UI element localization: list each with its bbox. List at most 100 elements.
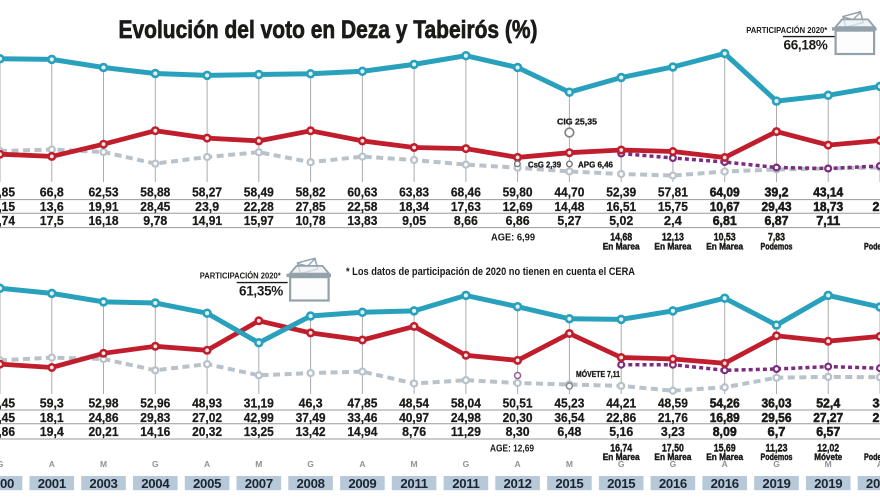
- svg-text:21,4: 21,4: [873, 199, 880, 214]
- svg-text:13,25: 13,25: [244, 424, 274, 439]
- svg-text:24,86: 24,86: [89, 410, 119, 425]
- svg-text:2004: 2004: [141, 476, 170, 491]
- svg-text:66,8: 66,8: [40, 185, 64, 200]
- svg-text:5,16: 5,16: [609, 424, 633, 439]
- svg-text:21,9: 21,9: [873, 410, 880, 425]
- svg-text:2016: 2016: [711, 476, 739, 491]
- svg-text:52,4: 52,4: [816, 395, 841, 410]
- svg-text:6,7: 6,7: [768, 424, 786, 439]
- svg-text:3,23: 3,23: [661, 424, 685, 439]
- svg-text:2008: 2008: [297, 476, 325, 491]
- svg-text:22,28: 22,28: [244, 199, 274, 214]
- svg-text:58,88: 58,88: [140, 185, 170, 200]
- svg-text:9,78: 9,78: [143, 213, 167, 228]
- svg-text:22,58: 22,58: [347, 199, 377, 214]
- svg-text:M: M: [255, 459, 262, 469]
- svg-text:47,85: 47,85: [347, 395, 377, 410]
- svg-text:2000: 2000: [0, 476, 14, 491]
- svg-text:2019: 2019: [814, 476, 842, 491]
- svg-text:5,27: 5,27: [557, 213, 581, 228]
- svg-text:18,73: 18,73: [813, 199, 843, 214]
- svg-text:8,76: 8,76: [402, 424, 426, 439]
- svg-text:18,1: 18,1: [40, 410, 64, 425]
- svg-text:2015: 2015: [607, 476, 635, 491]
- svg-text:6,48: 6,48: [557, 424, 581, 439]
- svg-text:62,53: 62,53: [89, 185, 119, 200]
- svg-text:44,70: 44,70: [554, 185, 584, 200]
- svg-text:Podemos: Podemos: [761, 242, 793, 252]
- svg-text:60,63: 60,63: [347, 185, 377, 200]
- svg-text:16,51: 16,51: [606, 199, 636, 214]
- svg-text:Podemos: Podemos: [864, 242, 880, 252]
- svg-text:29,83: 29,83: [140, 410, 170, 425]
- svg-text:17,5: 17,5: [40, 213, 64, 228]
- svg-text:67,85: 67,85: [0, 185, 15, 200]
- svg-text:G: G: [307, 459, 314, 469]
- svg-text:58,04: 58,04: [451, 395, 482, 410]
- svg-text:6,86: 6,86: [506, 213, 530, 228]
- svg-text:44,21: 44,21: [606, 395, 636, 410]
- svg-text:13,6: 13,6: [40, 199, 64, 214]
- svg-text:2016: 2016: [659, 476, 687, 491]
- svg-text:2011: 2011: [452, 476, 479, 491]
- svg-text:14,48: 14,48: [554, 199, 584, 214]
- svg-text:43,14: 43,14: [813, 185, 844, 200]
- svg-text:48,54: 48,54: [399, 395, 430, 410]
- svg-text:16,15: 16,15: [0, 199, 15, 214]
- svg-text:2001: 2001: [38, 476, 66, 491]
- svg-text:12,69: 12,69: [503, 199, 533, 214]
- svg-text:15,97: 15,97: [244, 213, 274, 228]
- svg-text:M: M: [411, 459, 418, 469]
- svg-text:20,32: 20,32: [192, 424, 222, 439]
- svg-text:14,91: 14,91: [192, 213, 222, 228]
- svg-text:36,03: 36,03: [762, 395, 792, 410]
- svg-text:CIG 25,35: CIG 25,35: [557, 117, 597, 127]
- svg-text:48,59: 48,59: [658, 395, 688, 410]
- svg-text:24,98: 24,98: [451, 410, 481, 425]
- svg-text:2015: 2015: [555, 476, 583, 491]
- svg-text:A: A: [515, 459, 521, 469]
- svg-text:G: G: [618, 459, 625, 469]
- svg-text:M: M: [825, 459, 832, 469]
- svg-text:14,16: 14,16: [140, 424, 170, 439]
- svg-text:13,83: 13,83: [347, 213, 377, 228]
- svg-text:27,27: 27,27: [813, 410, 843, 425]
- svg-text:17,63: 17,63: [451, 199, 481, 214]
- svg-text:2009: 2009: [348, 476, 376, 491]
- svg-text:29,56: 29,56: [762, 410, 792, 425]
- svg-text:63,83: 63,83: [399, 185, 429, 200]
- svg-text:19,45: 19,45: [0, 410, 15, 425]
- svg-text:A: A: [49, 459, 55, 469]
- svg-text:CsG 2,39: CsG 2,39: [528, 161, 562, 170]
- svg-text:48,93: 48,93: [192, 395, 222, 410]
- svg-text:15,75: 15,75: [658, 199, 688, 214]
- svg-text:En Marea: En Marea: [654, 242, 691, 252]
- svg-text:60,45: 60,45: [0, 395, 15, 410]
- svg-text:20,30: 20,30: [503, 410, 533, 425]
- svg-text:6,87: 6,87: [765, 213, 789, 228]
- svg-text:6,57: 6,57: [816, 424, 840, 439]
- svg-text:A: A: [359, 459, 365, 469]
- svg-text:57,81: 57,81: [658, 185, 688, 200]
- svg-text:2003: 2003: [89, 476, 117, 491]
- svg-text:28,45: 28,45: [140, 199, 170, 214]
- svg-text:58,82: 58,82: [296, 185, 326, 200]
- svg-text:G: G: [670, 459, 677, 469]
- svg-text:2005: 2005: [193, 476, 221, 491]
- svg-text:59,3: 59,3: [40, 395, 64, 410]
- svg-text:MÓVETE 7,11: MÓVETE 7,11: [576, 370, 620, 379]
- svg-text:19,4: 19,4: [40, 424, 65, 439]
- svg-text:37,49: 37,49: [296, 410, 326, 425]
- svg-text:61,35%: 61,35%: [239, 283, 283, 298]
- svg-text:G: G: [152, 459, 159, 469]
- svg-text:66,18%: 66,18%: [784, 38, 828, 53]
- svg-text:16,18: 16,18: [89, 213, 119, 228]
- svg-text:29,43: 29,43: [762, 199, 792, 214]
- svg-text:36,54: 36,54: [554, 410, 585, 425]
- svg-text:23,9: 23,9: [195, 199, 219, 214]
- svg-text:19,91: 19,91: [89, 199, 119, 214]
- svg-text:58,27: 58,27: [192, 185, 222, 200]
- svg-text:22,86: 22,86: [606, 410, 636, 425]
- svg-text:40,97: 40,97: [399, 410, 429, 425]
- svg-text:2012: 2012: [504, 476, 532, 491]
